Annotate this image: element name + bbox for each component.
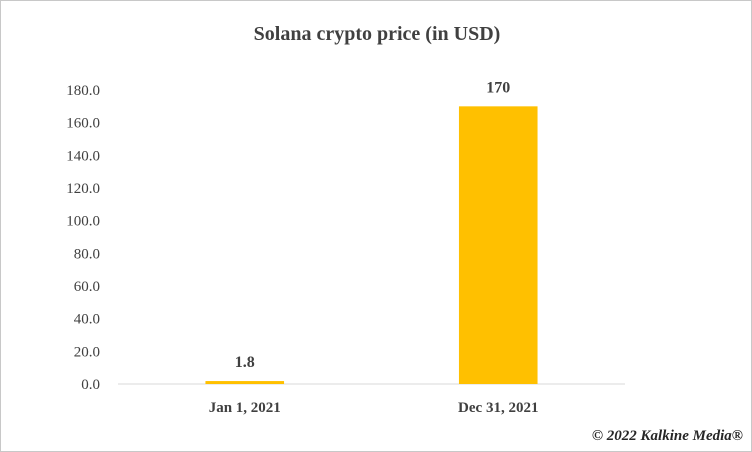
y-tick-label: 80.0 (74, 246, 100, 262)
y-tick-label: 120.0 (66, 181, 100, 197)
bars (205, 106, 538, 384)
bar (205, 381, 285, 384)
data-label: 1.8 (235, 354, 255, 371)
copyright-credit: © 2022 Kalkine Media® (591, 428, 743, 444)
y-tick-label: 40.0 (74, 312, 100, 328)
y-tick-label: 20.0 (74, 344, 100, 360)
chart-title: Solana crypto price (in USD) (254, 23, 501, 45)
x-tick-label: Dec 31, 2021 (458, 400, 538, 416)
bar (458, 106, 538, 384)
x-tick-label: Jan 1, 2021 (209, 400, 281, 416)
y-tick-label: 160.0 (66, 116, 100, 132)
y-tick-label: 0.0 (81, 377, 100, 393)
data-labels: 1.8 170 (235, 79, 511, 371)
y-tick-label: 180.0 (66, 83, 100, 99)
y-tick-label: 140.0 (66, 148, 100, 164)
y-tick-label: 100.0 (66, 214, 100, 230)
y-axis-tick-labels: 0.0 20.0 40.0 60.0 80.0 100.0 120.0 140.0 160.0 1… (66, 83, 100, 393)
y-tick-label: 60.0 (74, 279, 100, 295)
data-label: 170 (486, 79, 510, 96)
x-axis-tick-labels: Jan 1, 2021 Dec 31, 2021 (209, 400, 539, 416)
